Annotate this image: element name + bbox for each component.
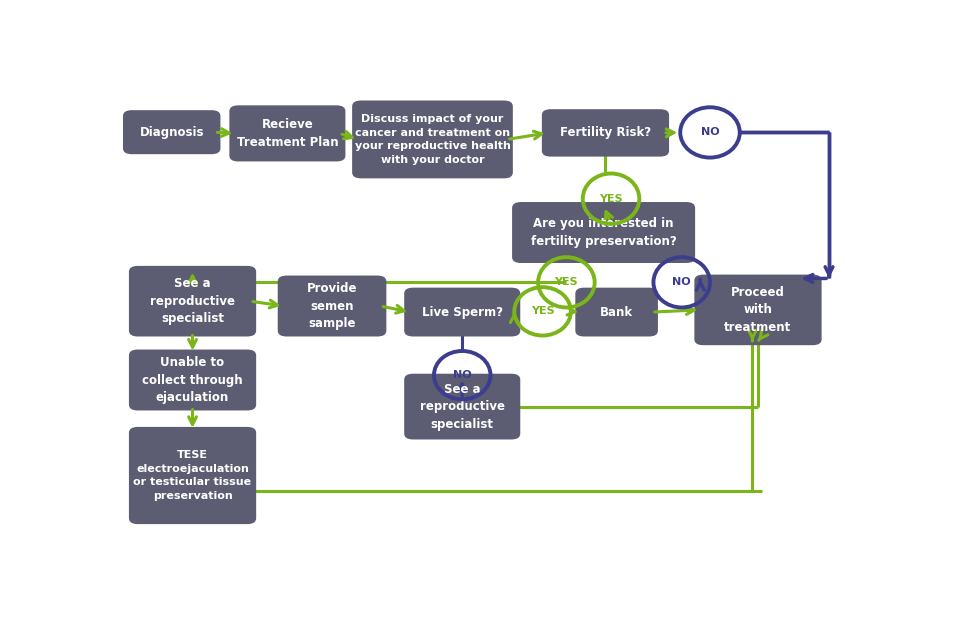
Text: NO: NO bbox=[701, 127, 719, 138]
Text: Fertility Risk?: Fertility Risk? bbox=[560, 126, 651, 139]
FancyBboxPatch shape bbox=[277, 276, 386, 337]
Text: Recieve
Treatment Plan: Recieve Treatment Plan bbox=[236, 118, 338, 149]
FancyBboxPatch shape bbox=[229, 106, 346, 161]
FancyBboxPatch shape bbox=[575, 288, 658, 337]
FancyBboxPatch shape bbox=[404, 288, 520, 337]
Text: Bank: Bank bbox=[600, 306, 634, 318]
FancyBboxPatch shape bbox=[352, 100, 513, 178]
FancyBboxPatch shape bbox=[694, 274, 822, 345]
Text: Discuss impact of your
cancer and treatment on
your reproductive health
with you: Discuss impact of your cancer and treatm… bbox=[354, 114, 511, 165]
Text: Are you interested in
fertility preservation?: Are you interested in fertility preserva… bbox=[531, 217, 677, 248]
FancyBboxPatch shape bbox=[404, 374, 520, 440]
Text: Live Sperm?: Live Sperm? bbox=[421, 306, 503, 318]
FancyBboxPatch shape bbox=[512, 202, 695, 263]
Text: Unable to
collect through
ejaculation: Unable to collect through ejaculation bbox=[142, 356, 243, 404]
FancyBboxPatch shape bbox=[541, 109, 669, 156]
Text: NO: NO bbox=[672, 278, 691, 288]
Text: See a
reproductive
specialist: See a reproductive specialist bbox=[420, 382, 505, 431]
Text: See a
reproductive
specialist: See a reproductive specialist bbox=[150, 277, 235, 325]
FancyBboxPatch shape bbox=[129, 427, 256, 524]
Text: Proceed
with
treatment: Proceed with treatment bbox=[725, 286, 792, 334]
FancyBboxPatch shape bbox=[129, 350, 256, 411]
Text: NO: NO bbox=[453, 370, 471, 380]
FancyBboxPatch shape bbox=[129, 266, 256, 337]
FancyBboxPatch shape bbox=[123, 110, 221, 154]
Text: TESE
electroejaculation
or testicular tissue
preservation: TESE electroejaculation or testicular ti… bbox=[133, 450, 252, 501]
Text: YES: YES bbox=[531, 306, 555, 317]
Text: Diagnosis: Diagnosis bbox=[139, 126, 204, 139]
Text: YES: YES bbox=[555, 278, 578, 288]
Text: Provide
semen
sample: Provide semen sample bbox=[307, 282, 357, 330]
Text: YES: YES bbox=[599, 193, 623, 203]
